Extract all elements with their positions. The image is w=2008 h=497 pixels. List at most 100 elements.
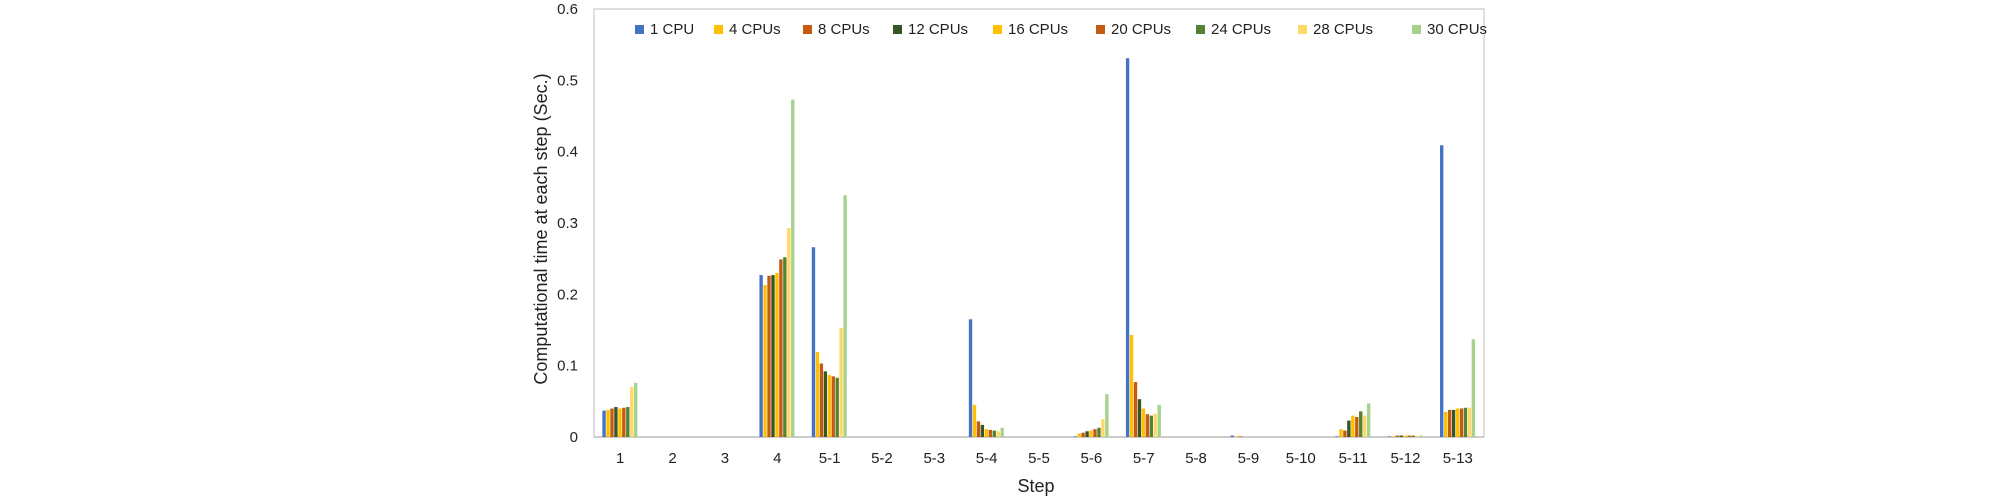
- bar: [968, 319, 973, 437]
- bar: [996, 431, 1000, 437]
- legend-swatch: [893, 25, 902, 34]
- x-tick-label: 2: [668, 450, 676, 467]
- legend-swatch: [993, 25, 1002, 34]
- x-tick-label: 5-9: [1238, 450, 1260, 467]
- bar: [1153, 413, 1157, 437]
- bar: [831, 376, 835, 437]
- x-tick-label: 5-13: [1443, 450, 1473, 467]
- bar: [1085, 431, 1089, 437]
- bar: [763, 285, 767, 437]
- bar: [1343, 430, 1347, 437]
- legend: 1 CPU 4 CPUs 8 CPUs 12 CPUs 16 CPUs 20 CPUs 24…: [635, 21, 1487, 38]
- legend-label: 8 CPUs: [818, 21, 870, 38]
- x-tick-label: 5-4: [976, 450, 998, 467]
- bar: [988, 429, 992, 437]
- bar: [1443, 412, 1448, 437]
- bar: [1133, 382, 1138, 437]
- x-axis-ticks: 1 2 3 4 5-1 5-2 5-3 5-4 5-5 5-6 5-7 5-8 5-9 5-10 5-11 5…: [616, 450, 1473, 467]
- bar: [618, 408, 622, 437]
- bar: [1335, 436, 1339, 437]
- x-tick-label: 5-11: [1339, 450, 1368, 467]
- bar: [1467, 407, 1472, 437]
- bar: [1395, 435, 1399, 437]
- bar: [1347, 420, 1351, 437]
- plot-frame: [593, 8, 1485, 438]
- bar: [992, 430, 996, 437]
- bar: [823, 371, 828, 437]
- x-tick-label: 5-12: [1390, 450, 1420, 467]
- legend-label: 4 CPUs: [729, 21, 781, 38]
- y-tick-label: 0.2: [557, 286, 578, 303]
- bar: [827, 374, 831, 437]
- bar: [630, 387, 634, 437]
- bar: [1419, 435, 1423, 437]
- bar: [980, 424, 985, 437]
- x-tick-label: 5-8: [1185, 450, 1207, 467]
- plot-area-border: [593, 8, 1485, 438]
- bar: [1077, 433, 1081, 437]
- bar: [1129, 334, 1134, 437]
- bar: [1463, 407, 1468, 437]
- bar: [759, 275, 763, 437]
- y-tick-label: 0.3: [557, 215, 578, 232]
- bar: [1000, 427, 1004, 437]
- bar: [1105, 394, 1109, 437]
- bars: [602, 58, 1476, 437]
- bar: [819, 363, 824, 437]
- bar: [972, 404, 977, 437]
- bar: [779, 259, 783, 437]
- legend-swatch: [1412, 25, 1421, 34]
- bar: [1455, 408, 1460, 437]
- bar: [1447, 409, 1452, 437]
- bar: [791, 99, 795, 437]
- legend-label: 16 CPUs: [1008, 21, 1068, 38]
- bar: [783, 257, 787, 437]
- x-tick-label: 5-7: [1133, 450, 1155, 467]
- bar: [835, 377, 839, 437]
- bar: [610, 408, 614, 437]
- legend-swatch: [1096, 25, 1105, 34]
- bar: [626, 407, 630, 437]
- bar: [984, 429, 989, 437]
- bar: [1451, 409, 1456, 437]
- bar: [1097, 427, 1101, 437]
- bar: [1363, 415, 1367, 437]
- legend-label: 12 CPUs: [908, 21, 968, 38]
- bar: [843, 195, 847, 437]
- bar: [815, 352, 820, 437]
- legend-label: 1 CPU: [650, 21, 694, 38]
- y-tick-label: 0: [570, 429, 578, 446]
- legend-label: 24 CPUs: [1211, 21, 1271, 38]
- bar: [1101, 419, 1105, 437]
- bar: [1141, 408, 1146, 437]
- y-tick-label: 0.5: [557, 72, 578, 89]
- bar: [622, 407, 626, 437]
- bar: [1230, 435, 1234, 437]
- bar: [606, 409, 610, 437]
- y-tick-label: 0.1: [557, 358, 578, 375]
- bar: [1137, 399, 1142, 437]
- bar: [767, 275, 771, 437]
- y-axis-title: Computational time at each step (Sec.): [531, 73, 551, 384]
- bar: [1471, 339, 1476, 437]
- y-tick-label: 0.6: [557, 1, 578, 18]
- bar: [1238, 436, 1242, 437]
- bar: [1089, 430, 1093, 437]
- bar: [787, 227, 791, 437]
- bar: [614, 407, 618, 437]
- x-tick-label: 5-2: [871, 450, 893, 467]
- bar: [1359, 411, 1363, 437]
- bar: [1415, 435, 1419, 437]
- y-axis-ticks: 0 0.1 0.2 0.3 0.4 0.5 0.6: [557, 1, 578, 446]
- x-tick-label: 5-5: [1028, 450, 1050, 467]
- bar: [1125, 58, 1130, 437]
- legend-label: 28 CPUs: [1313, 21, 1373, 38]
- x-tick-label: 5-3: [923, 450, 945, 467]
- bar: [1355, 417, 1359, 437]
- bar: [1093, 429, 1097, 437]
- legend-swatch: [714, 25, 723, 34]
- bar: [1403, 435, 1407, 437]
- x-tick-label: 1: [616, 450, 624, 467]
- bar: [1366, 403, 1371, 437]
